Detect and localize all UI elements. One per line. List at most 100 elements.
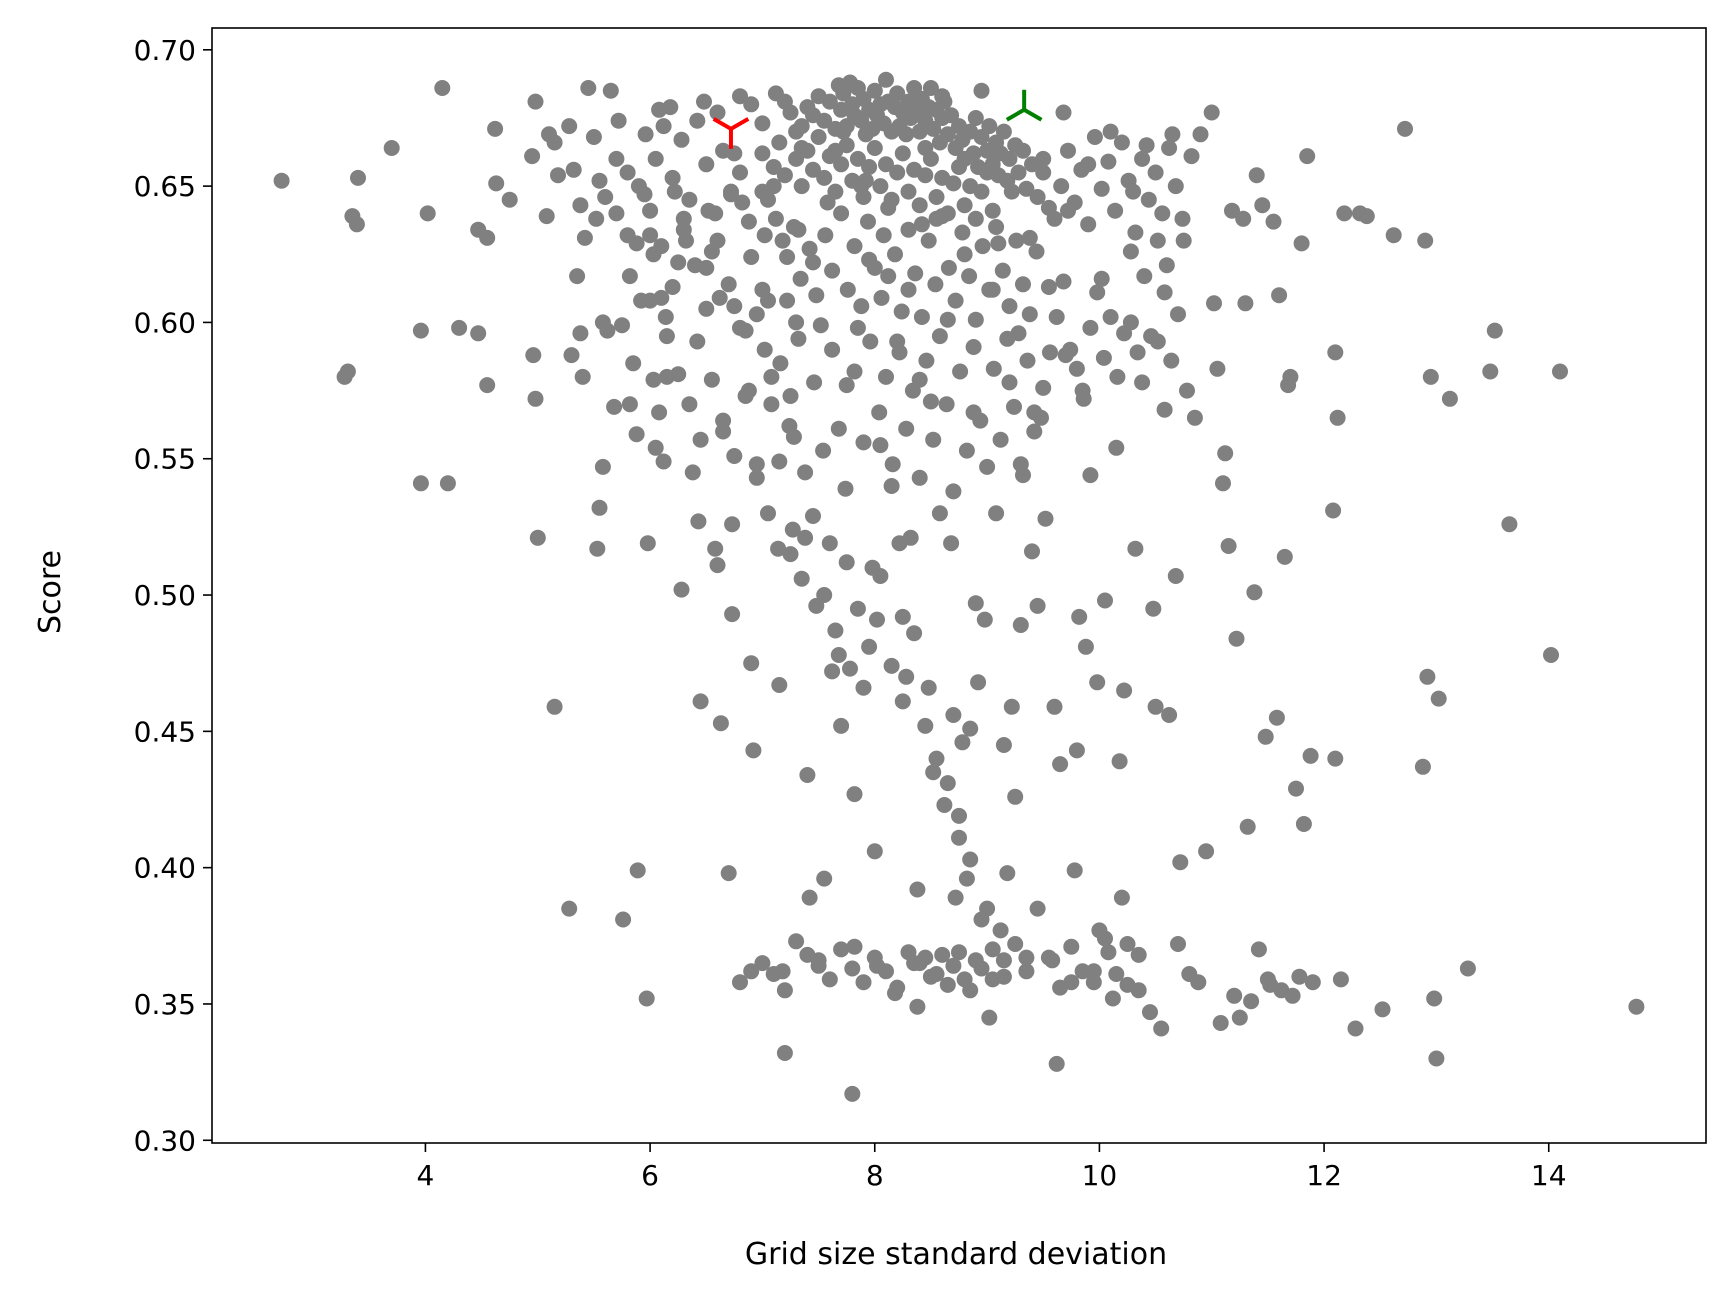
data-point — [637, 126, 654, 143]
data-point — [911, 469, 928, 486]
data-point — [1441, 390, 1458, 407]
data-point — [797, 529, 814, 546]
data-point — [655, 118, 672, 135]
data-point — [792, 270, 809, 287]
data-point — [1018, 963, 1035, 980]
data-point — [790, 330, 807, 347]
data-point — [1134, 374, 1151, 391]
data-point — [726, 448, 743, 464]
data-point — [1154, 205, 1171, 222]
data-point — [808, 287, 825, 304]
data-point — [1052, 756, 1069, 773]
data-point — [846, 938, 863, 955]
data-point — [1029, 900, 1046, 917]
data-point — [788, 150, 805, 167]
data-point — [690, 513, 707, 530]
data-point — [662, 99, 679, 116]
data-point — [709, 557, 726, 574]
data-point — [917, 167, 934, 184]
data-point — [487, 120, 504, 137]
data-point — [1071, 608, 1088, 625]
data-point — [689, 333, 706, 350]
data-point — [976, 611, 993, 628]
data-point — [900, 221, 917, 238]
data-point — [1482, 363, 1499, 380]
data-point — [889, 85, 906, 102]
data-point — [1347, 1020, 1364, 1037]
data-point — [945, 175, 962, 192]
data-point — [833, 717, 850, 734]
data-point — [748, 306, 765, 323]
red-tri-marker — [712, 117, 750, 149]
data-point — [1203, 104, 1220, 121]
data-point — [805, 254, 821, 271]
data-point — [793, 118, 810, 135]
x-axis-ticks: 4 6 8 10 12 14 — [417, 1143, 1567, 1192]
data-point — [1414, 758, 1431, 775]
data-point — [788, 933, 805, 950]
data-point — [816, 169, 833, 186]
data-point — [872, 178, 889, 195]
data-point — [1228, 630, 1245, 647]
data-point — [1167, 568, 1184, 584]
data-point — [861, 159, 878, 175]
data-point — [1172, 854, 1189, 871]
data-point — [1293, 235, 1310, 252]
data-point — [724, 516, 741, 533]
data-point — [1077, 638, 1094, 655]
data-point — [920, 232, 937, 249]
data-point — [619, 164, 636, 181]
data-point — [878, 71, 894, 88]
data-point — [1206, 295, 1222, 312]
data-point — [1010, 164, 1027, 181]
data-point — [1325, 502, 1342, 519]
data-point — [1327, 750, 1344, 767]
data-point — [689, 112, 706, 129]
data-point — [670, 254, 687, 271]
data-point — [527, 93, 544, 110]
data-point — [1226, 987, 1243, 1004]
data-point — [1111, 753, 1128, 770]
data-point — [651, 404, 668, 421]
data-point — [974, 238, 991, 255]
data-point — [673, 581, 690, 598]
data-point — [939, 976, 956, 993]
data-point — [1179, 382, 1195, 399]
data-point — [621, 268, 638, 285]
data-point — [962, 982, 979, 999]
data-point — [647, 150, 664, 167]
data-point — [715, 142, 732, 159]
data-point — [815, 442, 832, 459]
data-point — [647, 439, 664, 456]
data-point — [965, 339, 982, 355]
data-point — [973, 911, 990, 928]
data-point — [1063, 938, 1080, 955]
data-point — [898, 126, 915, 143]
data-point — [880, 199, 897, 216]
data-point — [1120, 172, 1137, 189]
data-point — [588, 210, 605, 227]
data-point — [602, 82, 619, 99]
data-point — [772, 355, 789, 372]
data-point — [1164, 126, 1181, 143]
data-point — [383, 140, 400, 156]
data-point — [645, 371, 662, 388]
x-tick-label: 12 — [1306, 1159, 1342, 1192]
data-point — [1149, 232, 1166, 249]
data-point — [981, 118, 998, 135]
data-point — [1021, 229, 1038, 246]
data-point — [855, 434, 872, 451]
data-point — [687, 257, 703, 274]
data-point — [1288, 780, 1304, 797]
data-point — [709, 232, 726, 249]
data-point — [934, 208, 951, 225]
data-point — [1018, 949, 1035, 966]
data-point — [1033, 409, 1049, 426]
data-point — [844, 960, 861, 977]
y-tick-label: 0.50 — [134, 579, 196, 612]
data-point — [684, 464, 701, 481]
data-point — [1167, 178, 1184, 195]
data-point — [1046, 698, 1063, 715]
data-point — [979, 458, 996, 475]
data-point — [569, 268, 586, 285]
